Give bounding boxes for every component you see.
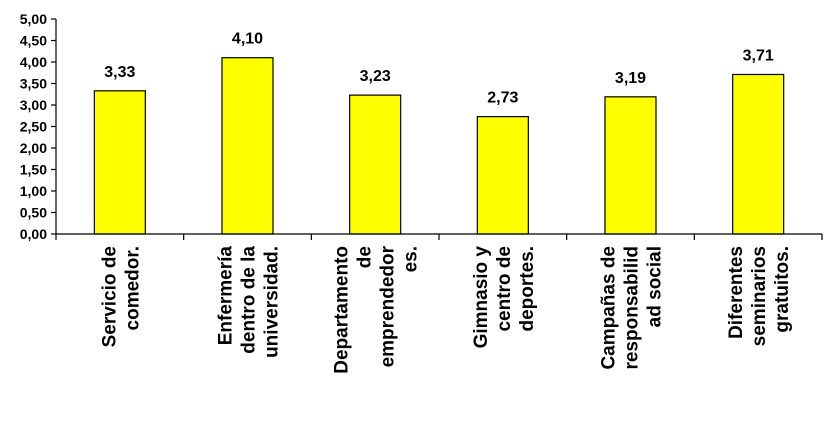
x-category-label-line: gratuitos. [772, 246, 793, 333]
x-category-label: Diferentes seminarios gratuitos. [726, 246, 793, 346]
y-axis: 0,00 0,50 1,00 1,50 2,00 2,50 3,00 3,50 4,00 4,50… [20, 11, 57, 242]
bar [732, 73, 785, 235]
x-axis: Servicio de comedor. Enfermería dentro de l… [55, 233, 823, 374]
x-category-label-line: de [355, 246, 376, 268]
y-tick-label: 2,50 [20, 119, 47, 135]
data-label: 4,10 [232, 31, 263, 48]
data-label: 3,23 [360, 68, 391, 85]
x-category-label-line: comedor. [122, 246, 143, 330]
y-tick-label: 0,00 [20, 226, 47, 242]
x-category-label-line: ad social [645, 246, 666, 327]
x-category-label-line: Campañas de [599, 246, 620, 370]
x-category-label-line: centro de [494, 246, 515, 332]
x-category-label-line: dentro de la [239, 246, 260, 354]
y-tick-label: 1,50 [20, 162, 47, 178]
bar [604, 96, 657, 235]
x-category-label: Gimnasio y centro de deportes. [471, 246, 538, 349]
x-category-label-line: Enfermería [216, 246, 237, 346]
x-category-label-line: seminarios [749, 246, 770, 346]
y-tick-label: 3,00 [20, 97, 47, 113]
bar [93, 90, 146, 235]
y-tick-label: 4,50 [20, 33, 47, 49]
y-tick-label: 0,50 [20, 205, 47, 221]
x-category-label-line: deportes. [517, 246, 538, 332]
x-category-label-line: Departamento [332, 246, 353, 374]
bar [221, 57, 274, 235]
y-tick-label: 5,00 [20, 11, 47, 27]
y-tick-label: 1,00 [20, 183, 47, 199]
x-category-label-line: emprendedor [378, 245, 399, 367]
data-label: 3,71 [743, 47, 774, 64]
x-category-label: Servicio de comedor. [99, 246, 143, 347]
x-category-label-line: Diferentes [726, 246, 747, 339]
x-category-label-line: responsabilid [622, 246, 643, 370]
x-category-label-line: Gimnasio y [471, 246, 492, 349]
data-label: 3,33 [104, 64, 135, 81]
bars: 3,33 4,10 3,23 2,73 3,19 3,71 [93, 31, 785, 235]
x-category-label-line: Servicio de [99, 246, 120, 347]
data-label: 3,19 [615, 70, 646, 87]
y-tick-label: 4,00 [20, 54, 47, 70]
bar [349, 94, 402, 235]
x-category-label-line: es. [401, 246, 422, 272]
data-label: 2,73 [487, 90, 518, 107]
bar [476, 116, 529, 235]
y-tick-label: 3,50 [20, 76, 47, 92]
x-category-label-line: universidad. [262, 246, 283, 358]
x-category-label: Enfermería dentro de la universidad. [216, 246, 283, 358]
x-category-label: Departamento de emprendedor es. [332, 245, 422, 373]
y-tick-label: 2,00 [20, 140, 47, 156]
x-category-label: Campañas de responsabilid ad social [599, 246, 666, 370]
